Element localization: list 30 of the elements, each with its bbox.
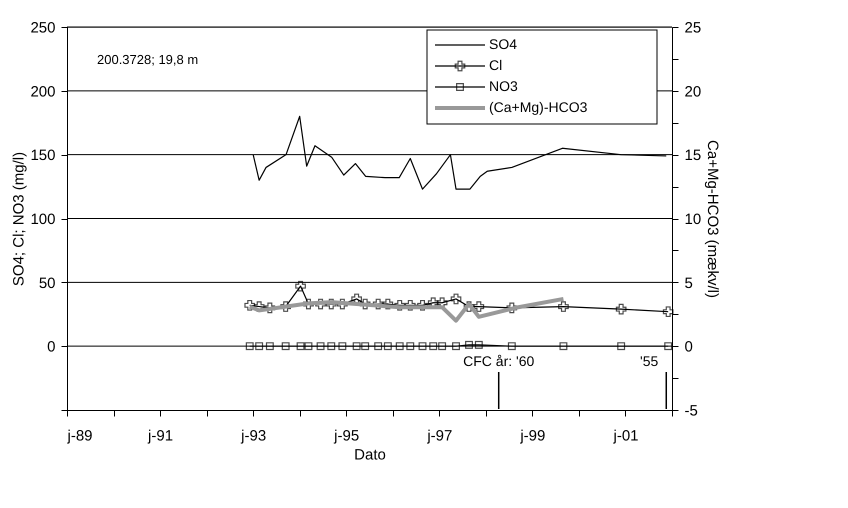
- y2-tick-label: 10: [684, 211, 702, 228]
- annotation: 200.3728; 19,8 m: [97, 52, 198, 67]
- x-tick-label: j-97: [426, 428, 452, 444]
- x-tick-label: j-93: [240, 428, 266, 444]
- y-axis-title: SO4; Cl; NO3 (mg/l): [10, 152, 28, 286]
- x-tick-label: j-01: [612, 428, 638, 444]
- y-tick-label: 250: [30, 20, 56, 36]
- y2-tick-label: -5: [684, 402, 698, 420]
- y-tick-label: 100: [30, 211, 56, 228]
- ref-line-label: '55: [640, 353, 658, 369]
- x-tick-label: j-99: [519, 428, 546, 444]
- ref-line-label: CFC år: '60: [463, 353, 534, 369]
- x-tick-label: j-95: [333, 428, 360, 444]
- y-tick-label: 150: [30, 147, 56, 164]
- y-tick-label: 0: [47, 338, 56, 356]
- x-tick-label: j-91: [147, 428, 174, 444]
- legend-label: NO3: [489, 78, 518, 94]
- y2-axis-title: Ca+Mg-HCO3 (mækv/l): [704, 140, 722, 298]
- y2-tick-label: 25: [684, 20, 702, 36]
- y2-tick-label: 15: [684, 147, 702, 164]
- y2-tick-label: 0: [684, 338, 693, 356]
- y-tick-label: 50: [38, 274, 56, 292]
- y2-tick-label: 5: [684, 274, 693, 292]
- y2-tick-label: 20: [684, 83, 702, 100]
- legend-label: SO4: [489, 36, 518, 52]
- x-tick-label: j-89: [66, 428, 93, 444]
- legend-label: Cl: [489, 57, 502, 73]
- x-axis-title: Dato: [354, 446, 386, 464]
- legend-label: (Ca+Mg)-HCO3: [489, 99, 588, 115]
- y-tick-label: 200: [30, 83, 56, 100]
